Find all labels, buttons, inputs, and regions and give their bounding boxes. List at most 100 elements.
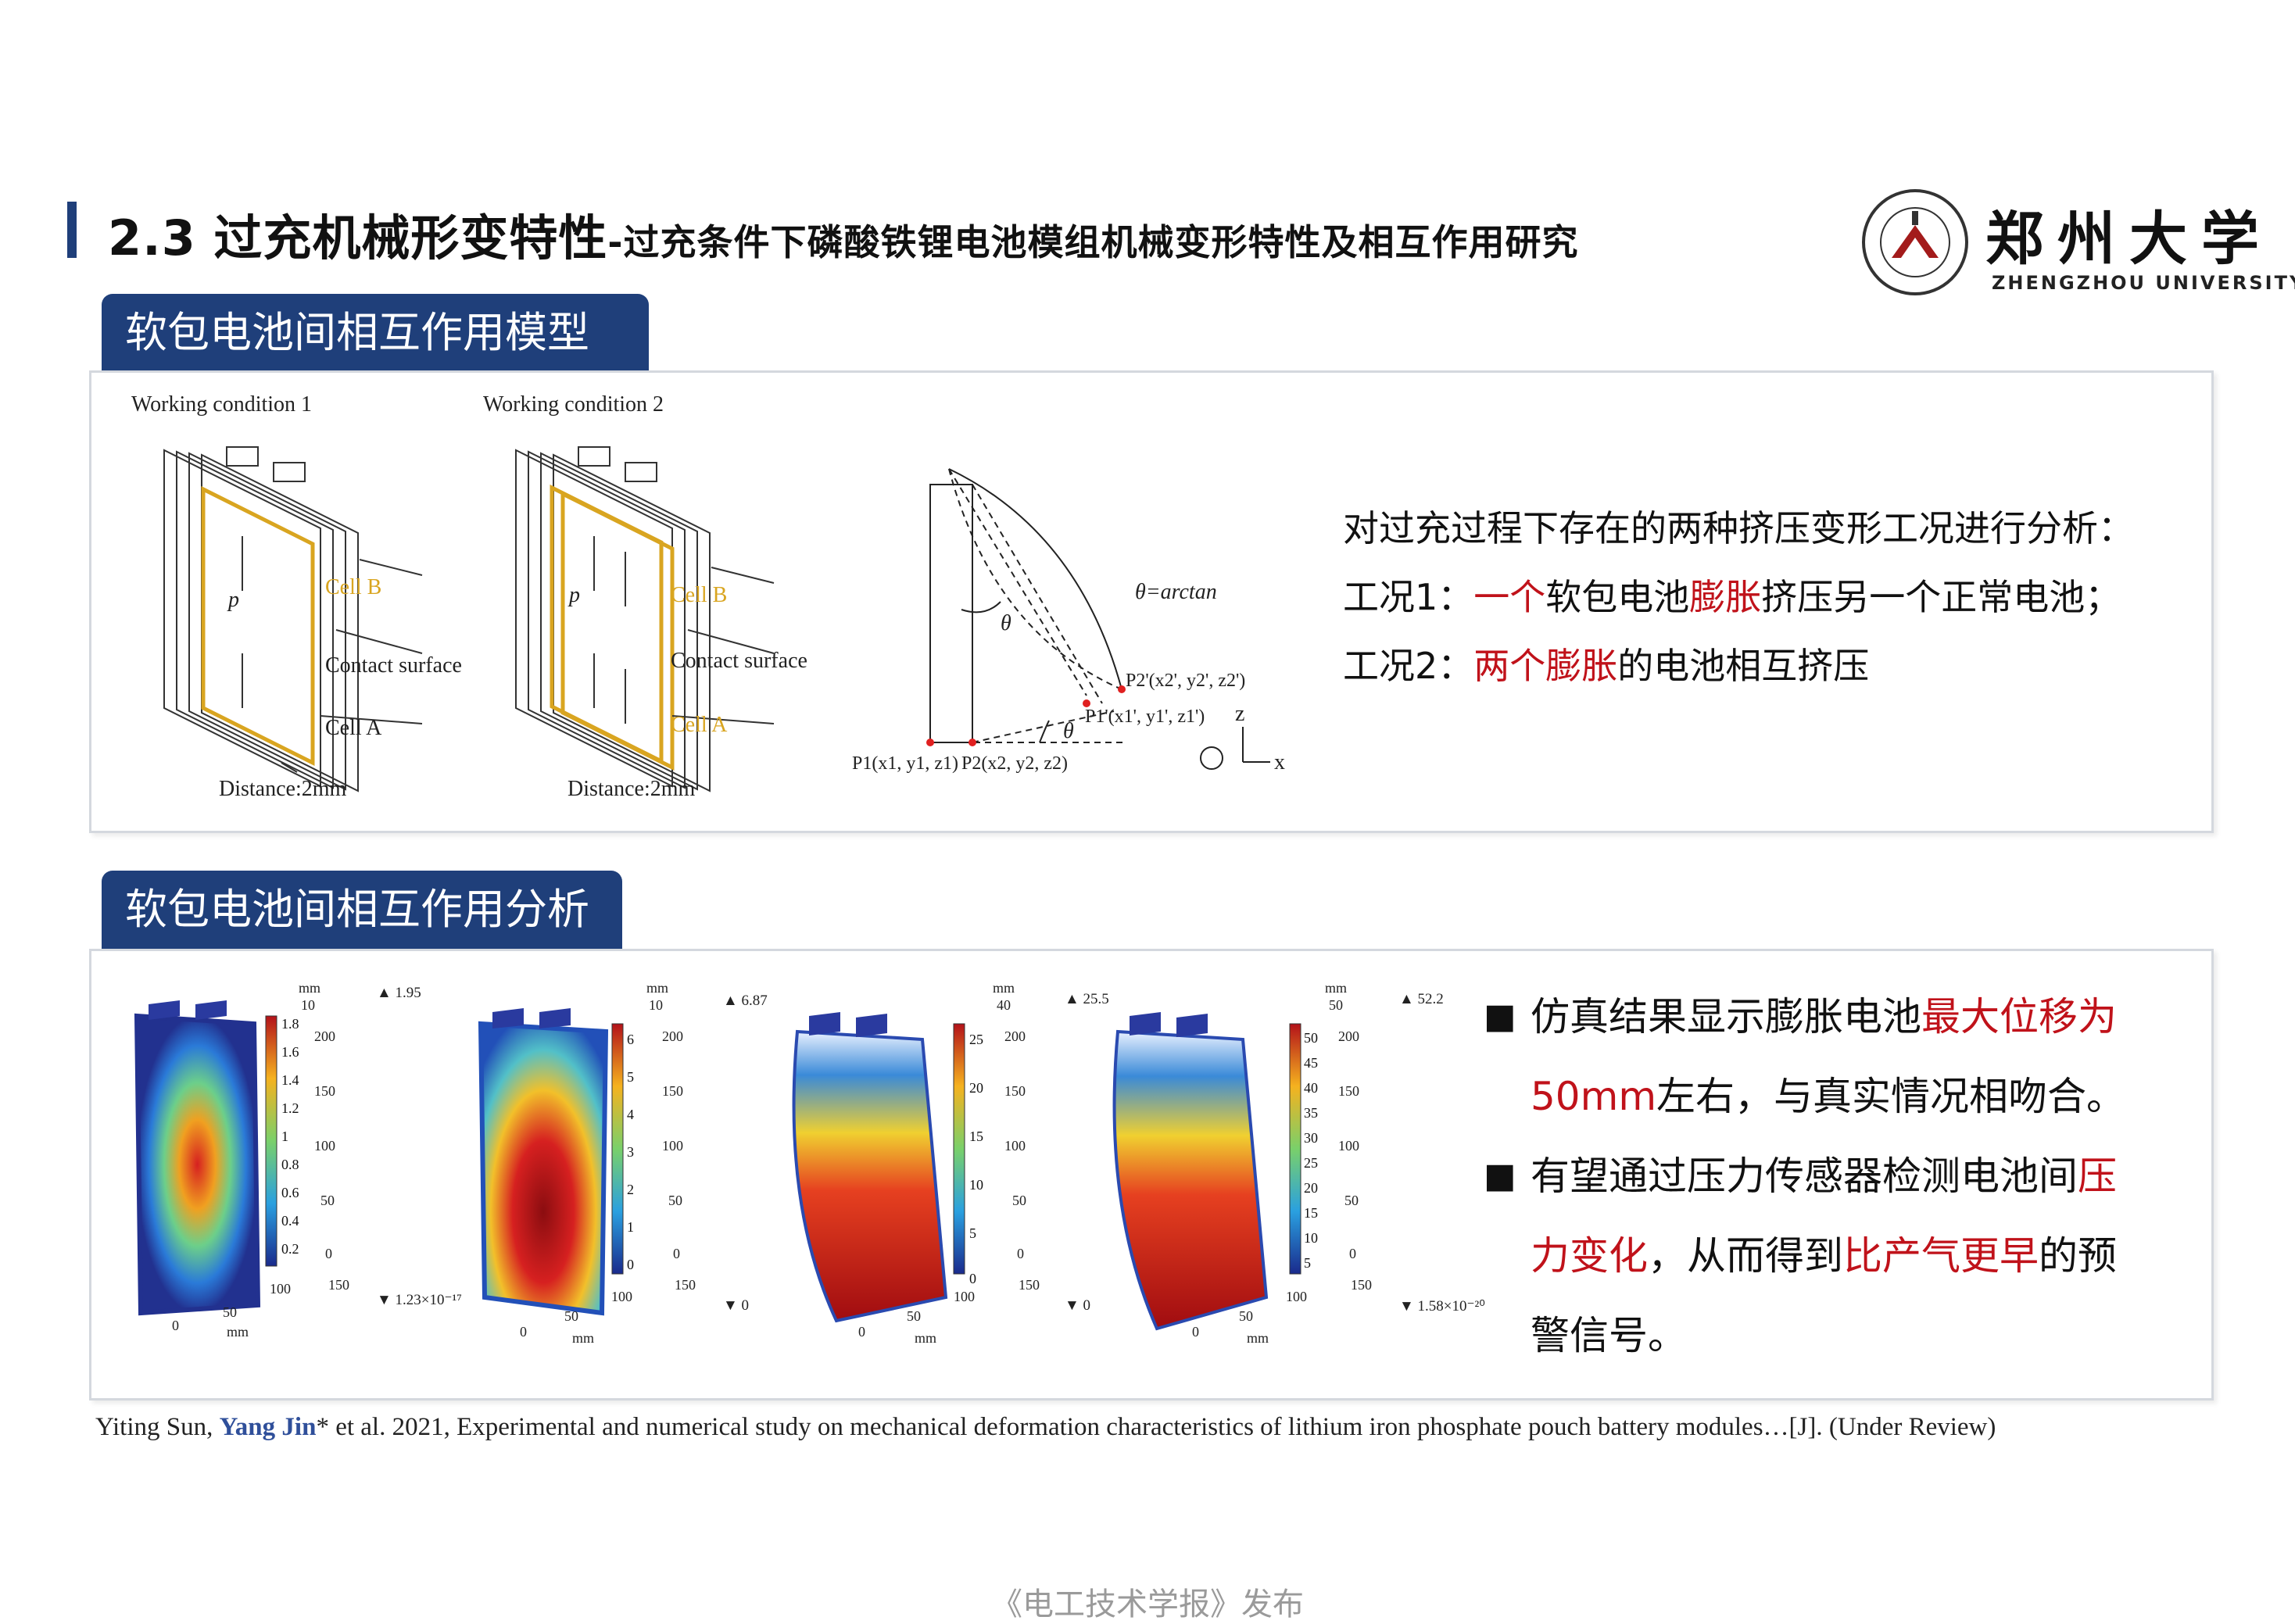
- plot1-min: ▼ 1.23×10⁻¹⁷: [377, 1292, 462, 1308]
- desc-line-1: 对过充过程下存在的两种挤压变形工况进行分析：: [1343, 507, 2134, 549]
- plot-2: [478, 1008, 624, 1316]
- plot3-max: ▲ 25.5: [1065, 991, 1109, 1007]
- university-name-en: ZHENGZHOU UNIVERSITY: [1992, 272, 2295, 294]
- svg-text:mm: mm: [993, 980, 1015, 996]
- svg-text:100: 100: [954, 1289, 975, 1304]
- plot3-min: ▼ 0: [1065, 1297, 1091, 1314]
- wc1-cell-b-label: Cell B: [325, 575, 382, 599]
- section2-bullets: ■ 仿真结果显示膨胀电池最大位移为 50mm左右，与真实情况相吻合。 ■ 有望通…: [1484, 977, 2179, 1375]
- svg-text:200: 200: [662, 1028, 683, 1044]
- plot1-colorbar-ticks: 1.8 1.6 1.4 1.2 1 0.8 0.6 0.4 0.2: [281, 1016, 299, 1257]
- wc2-cells-diagram: [515, 446, 775, 792]
- publisher-footer: 《电工技术学报》发布: [991, 1586, 1304, 1622]
- geometry-diagram: [926, 468, 1270, 770]
- svg-text:150: 150: [1338, 1083, 1359, 1099]
- svg-text:150: 150: [1019, 1277, 1040, 1293]
- section1-label: 软包电池间相互作用模型: [102, 294, 649, 372]
- svg-text:50: 50: [1239, 1308, 1253, 1324]
- section1-description: 对过充过程下存在的两种挤压变形工况进行分析： 工况1：一个软包电池膨胀挤压另一个…: [1343, 494, 2134, 700]
- desc-line-3: 工况2：两个膨胀的电池相互挤压: [1343, 645, 1870, 687]
- point-p1-prime: P1'(x1', y1', z1'): [1085, 706, 1205, 727]
- bullet-square-icon: ■: [1484, 996, 1516, 1036]
- plot-4: [1112, 1012, 1301, 1331]
- svg-text:50: 50: [1329, 997, 1343, 1013]
- svg-text:0: 0: [1349, 1246, 1356, 1261]
- wc1-pressure-label: p: [228, 588, 239, 612]
- svg-text:mm: mm: [1247, 1330, 1269, 1344]
- svg-text:200: 200: [1338, 1028, 1359, 1044]
- svg-text:100: 100: [611, 1289, 632, 1304]
- svg-text:100: 100: [1338, 1138, 1359, 1154]
- section1-panel: [89, 370, 2214, 833]
- plot4-min: ▼ 1.58×10⁻²⁰: [1399, 1298, 1485, 1315]
- theta-label: θ: [1001, 611, 1011, 635]
- wc1-cell-a-label: Cell A: [325, 716, 382, 740]
- svg-text:100: 100: [1286, 1289, 1307, 1304]
- plot2-min: ▼ 0: [723, 1297, 750, 1314]
- svg-text:mm: mm: [646, 980, 668, 996]
- svg-text:150: 150: [1351, 1277, 1372, 1293]
- svg-text:150: 150: [328, 1277, 349, 1293]
- reference-author-highlight: Yang Jin: [219, 1413, 317, 1441]
- svg-text:100: 100: [1004, 1138, 1026, 1154]
- svg-text:mm: mm: [299, 980, 320, 996]
- svg-text:100: 100: [662, 1138, 683, 1154]
- axis-z-label: z: [1235, 702, 1245, 726]
- svg-text:150: 150: [675, 1277, 696, 1293]
- page-subtitle: -过充条件下磷酸铁锂电池模组机械变形特性及相互作用研究: [607, 221, 1579, 263]
- university-logo: 郑州大学 ZHENGZHOU UNIVERSITY: [1860, 188, 2295, 305]
- axis-x-label: x: [1274, 750, 1285, 774]
- svg-text:0: 0: [172, 1318, 179, 1333]
- plot2-max: ▲ 6.87: [723, 993, 768, 1009]
- wc2-contact-surface-label: Contact surface: [671, 649, 807, 673]
- point-p1: P1(x1, y1, z1): [852, 753, 958, 774]
- svg-text:50: 50: [223, 1304, 237, 1320]
- point-p2: P2(x2, y2, z2): [961, 753, 1068, 774]
- wc2-title: Working condition 2: [483, 392, 664, 417]
- plot1-max: ▲ 1.95: [377, 985, 421, 1001]
- svg-text:50: 50: [564, 1308, 578, 1324]
- page-title: 2.3 过充机械形变特性-过充条件下磷酸铁锂电池模组机械变形特性及相互作用研究: [108, 199, 1579, 269]
- wc2-distance-label: Distance:2mm: [567, 777, 696, 801]
- section2-label: 软包电池间相互作用分析: [102, 871, 622, 949]
- plot4-colorbar-ticks: 50 45 40 35 30 25 20 15 10 5: [1304, 1030, 1318, 1271]
- wc1-title: Working condition 1: [131, 392, 313, 417]
- svg-text:50: 50: [1344, 1193, 1359, 1208]
- svg-text:150: 150: [1004, 1083, 1026, 1099]
- plot2-colorbar-ticks: 6 5 4 3 2 1 0: [627, 1032, 634, 1272]
- plot4-max: ▲ 52.2: [1399, 991, 1444, 1007]
- svg-text:0: 0: [673, 1246, 680, 1261]
- svg-text:0: 0: [520, 1324, 527, 1340]
- svg-text:150: 150: [314, 1083, 335, 1099]
- svg-text:0: 0: [1192, 1324, 1199, 1340]
- wc2-cell-b-label: Cell B: [671, 583, 728, 607]
- bullet-item-1: ■ 仿真结果显示膨胀电池最大位移为 50mm左右，与真实情况相吻合。: [1484, 977, 2179, 1136]
- svg-text:10: 10: [649, 997, 663, 1013]
- bullet-item-2: ■ 有望通过压力传感器检测电池间压 力变化，从而得到比产气更早的预 警信号。: [1484, 1136, 2179, 1375]
- wc1-distance-label: Distance:2mm: [219, 777, 347, 801]
- svg-text:50: 50: [668, 1193, 682, 1208]
- university-name-cn: 郑州大学: [1985, 206, 2273, 273]
- desc-line-2: 工况1：一个软包电池膨胀挤压另一个正常电池；: [1343, 576, 2121, 618]
- wc1-cells-diagram: [163, 446, 423, 792]
- plot3-colorbar-ticks: 25 20 15 10 5 0: [969, 1032, 983, 1286]
- svg-text:50: 50: [320, 1193, 335, 1208]
- wc1-contact-surface-label: Contact surface: [325, 653, 462, 678]
- svg-text:40: 40: [997, 997, 1011, 1013]
- svg-text:10: 10: [301, 997, 315, 1013]
- svg-text:200: 200: [314, 1028, 335, 1044]
- plot-3: [792, 1012, 965, 1323]
- svg-text:mm: mm: [915, 1330, 936, 1344]
- theta-formula: θ=arctan: [1135, 580, 1217, 604]
- svg-text:200: 200: [1004, 1028, 1026, 1044]
- svg-text:100: 100: [314, 1138, 335, 1154]
- svg-text:50: 50: [1012, 1193, 1026, 1208]
- university-seal-icon: [1862, 189, 1968, 295]
- theta-label-2: θ: [1063, 719, 1074, 743]
- working-condition-1-figure: Working condition 1 p Cell B Contact sur…: [125, 388, 492, 810]
- svg-text:0: 0: [858, 1324, 865, 1340]
- working-condition-2-figure: Working condition 2 p Cell B Contact sur…: [477, 388, 844, 810]
- wc2-pressure-label: p: [569, 583, 580, 607]
- reference-citation: Yiting Sun, Yang Jin* et al. 2021, Exper…: [95, 1413, 1996, 1441]
